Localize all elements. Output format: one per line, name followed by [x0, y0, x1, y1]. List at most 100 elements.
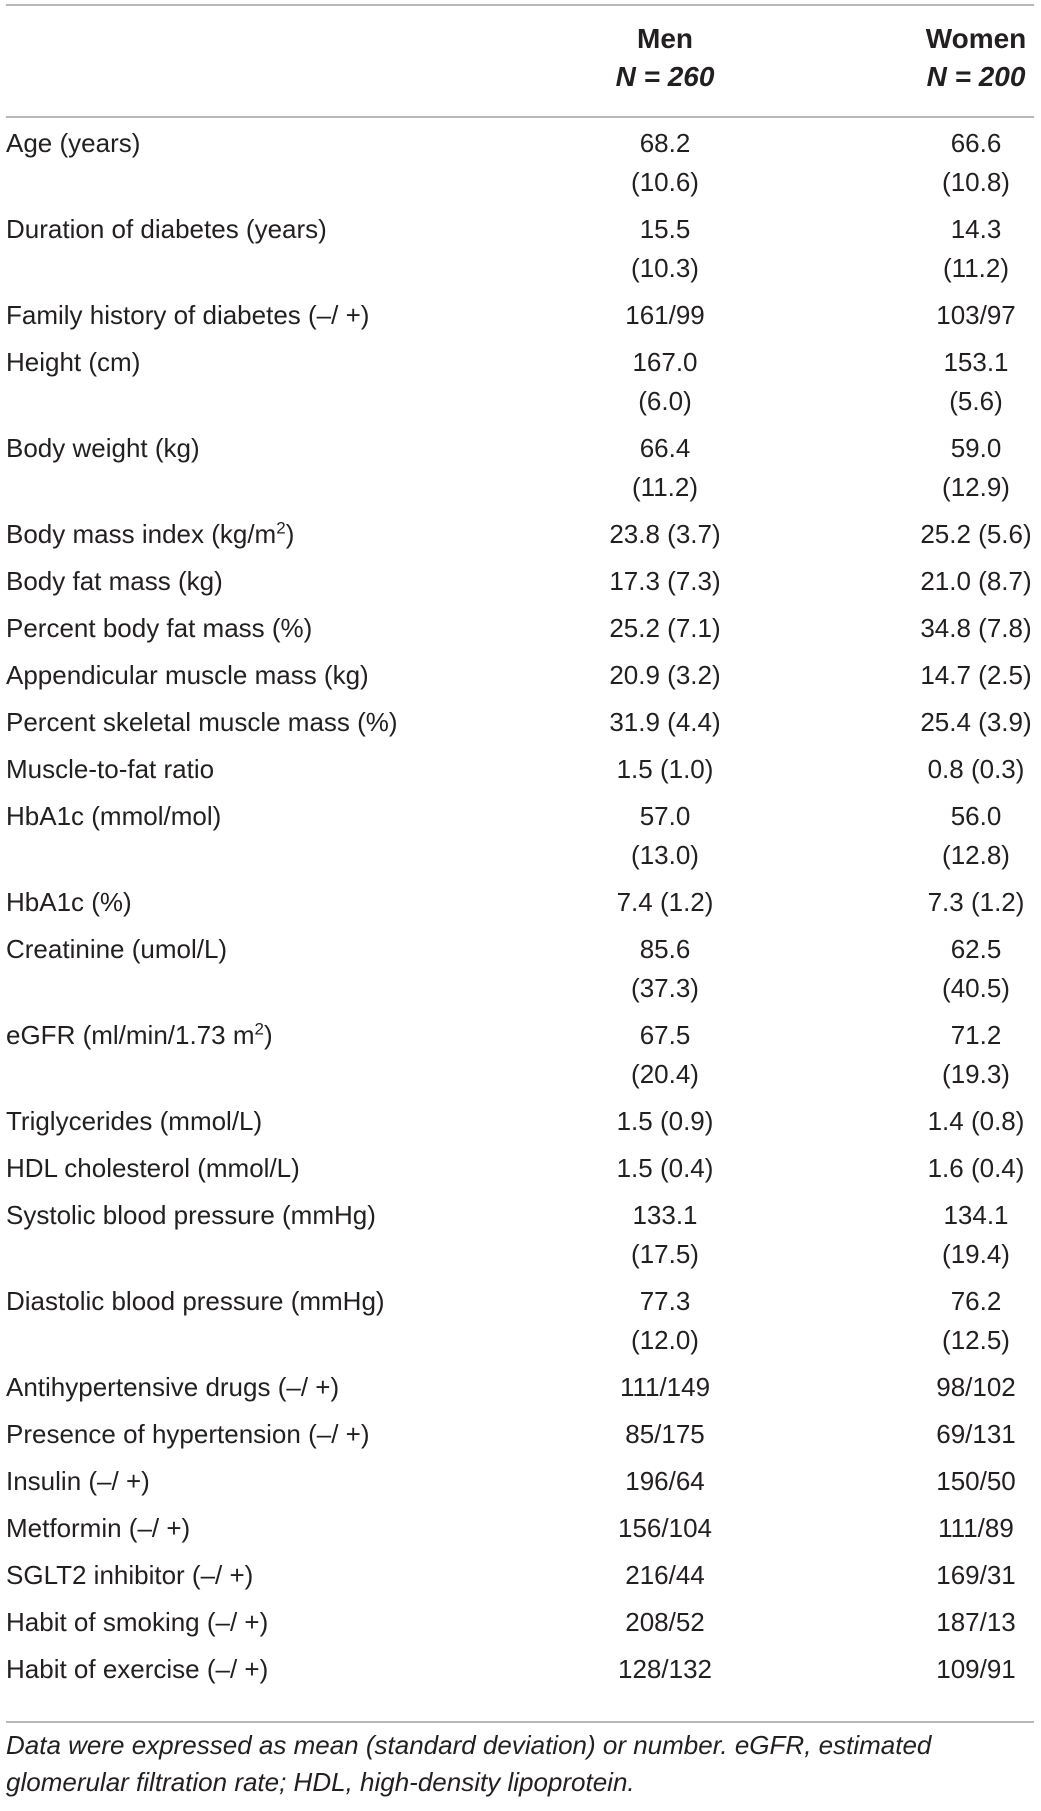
- men-label: Men: [637, 23, 693, 54]
- table-row: Percent body fat mass (%) 25.2 (7.1) 34.8 …: [6, 605, 1034, 652]
- header-rule: [6, 116, 1034, 118]
- women-value: 69/131: [936, 1419, 1016, 1449]
- men-value: 208/52: [625, 1607, 705, 1637]
- men-value: 7.4 (1.2): [616, 887, 714, 917]
- men-value: 156/104: [618, 1513, 712, 1543]
- table-row: Antihypertensive drugs (–/ +) 111/149 98/1…: [6, 1364, 1034, 1411]
- column-header-women: Women N = 200: [866, 20, 1041, 96]
- row-label: Percent body fat mass (%): [6, 609, 312, 648]
- row-label-text: Metformin (–/ +): [6, 1513, 191, 1543]
- table-row: HbA1c (mmol/mol) 57.0 (13.0) 56.0 (12.8): [6, 793, 1034, 879]
- table-footnote: Data were expressed as mean (standard de…: [6, 1730, 932, 1797]
- row-label-text: Duration of diabetes (years): [6, 214, 327, 244]
- table-row: Appendicular muscle mass (kg) 20.9 (3.2) 1…: [6, 652, 1034, 699]
- row-label: Antihypertensive drugs (–/ +): [6, 1368, 339, 1407]
- men-count: N = 260: [615, 61, 715, 92]
- women-value: 109/91: [936, 1654, 1016, 1684]
- row-label-text: Body weight (kg): [6, 433, 200, 463]
- table-row: Body weight (kg) 66.4 (11.2) 59.0 (12.9): [6, 425, 1034, 511]
- row-label: Creatinine (umol/L): [6, 930, 227, 969]
- row-label: SGLT2 inhibitor (–/ +): [6, 1556, 253, 1595]
- table-row: Presence of hypertension (–/ +) 85/175 69/…: [6, 1411, 1034, 1458]
- row-label: Habit of smoking (–/ +): [6, 1603, 268, 1642]
- row-label: Appendicular muscle mass (kg): [6, 656, 369, 695]
- women-value: 1.6 (0.4): [927, 1153, 1025, 1183]
- row-label: Habit of exercise (–/ +): [6, 1650, 268, 1689]
- men-value: 216/44: [625, 1560, 705, 1590]
- row-label-text: eGFR (ml/min/1.73 m: [6, 1020, 255, 1050]
- women-value: 0.8 (0.3): [927, 754, 1025, 784]
- table-row: Duration of diabetes (years) 15.5 (10.3) 1…: [6, 206, 1034, 292]
- men-value: 133.1 (17.5): [631, 1200, 699, 1269]
- table-row: HbA1c (%) 7.4 (1.2) 7.3 (1.2): [6, 879, 1034, 926]
- row-label-text: Triglycerides (mmol/L): [6, 1106, 263, 1136]
- table-row: eGFR (ml/min/1.73 m2) 67.5 (20.4) 71.2 (19…: [6, 1012, 1034, 1098]
- women-value: 153.1 (5.6): [943, 347, 1009, 416]
- row-label-text: Family history of diabetes (–/ +): [6, 300, 370, 330]
- men-value: 25.2 (7.1): [609, 613, 721, 643]
- men-value: 31.9 (4.4): [609, 707, 721, 737]
- row-label: HbA1c (%): [6, 883, 132, 922]
- table-bottom-rule: [6, 1721, 1034, 1723]
- men-value: 128/132: [618, 1654, 712, 1684]
- row-label-text: HbA1c (mmol/mol): [6, 801, 222, 831]
- women-value: 98/102: [936, 1372, 1016, 1402]
- men-value: 66.4 (11.2): [632, 433, 698, 502]
- row-label: Diastolic blood pressure (mmHg): [6, 1282, 385, 1321]
- row-label-text: Creatinine (umol/L): [6, 934, 228, 964]
- row-label-text: Antihypertensive drugs (–/ +): [6, 1372, 340, 1402]
- table-row: Metformin (–/ +) 156/104 111/89: [6, 1505, 1034, 1552]
- row-label: Percent skeletal muscle mass (%): [6, 703, 398, 742]
- men-value: 23.8 (3.7): [609, 519, 721, 549]
- men-value: 196/64: [625, 1466, 705, 1496]
- table-row: SGLT2 inhibitor (–/ +) 216/44 169/31: [6, 1552, 1034, 1599]
- women-value: 34.8 (7.8): [920, 613, 1032, 643]
- women-value: 169/31: [936, 1560, 1016, 1590]
- row-label: Duration of diabetes (years): [6, 210, 327, 249]
- row-label-text: Muscle-to-fat ratio: [6, 754, 215, 784]
- row-label-text: SGLT2 inhibitor (–/ +): [6, 1560, 254, 1590]
- table-row: Family history of diabetes (–/ +) 161/99 1…: [6, 292, 1034, 339]
- women-label: Women: [925, 23, 1027, 54]
- row-label-text: Height (cm): [6, 347, 141, 377]
- row-label: Triglycerides (mmol/L): [6, 1102, 262, 1141]
- row-label: Metformin (–/ +): [6, 1509, 190, 1548]
- row-label: Height (cm): [6, 343, 140, 382]
- row-label-superscript: 2: [276, 518, 286, 538]
- men-value: 20.9 (3.2): [609, 660, 721, 690]
- row-label-superscript: 2: [254, 1019, 264, 1039]
- row-label: HDL cholesterol (mmol/L): [6, 1149, 300, 1188]
- table-top-rule: [6, 4, 1034, 6]
- row-label-text: Body fat mass (kg): [6, 566, 223, 596]
- women-value: 111/89: [938, 1513, 1014, 1543]
- men-value: 167.0 (6.0): [632, 347, 698, 416]
- row-label: Insulin (–/ +): [6, 1462, 150, 1501]
- row-label-text: Appendicular muscle mass (kg): [6, 660, 369, 690]
- table-row: Age (years) 68.2 (10.6) 66.6 (10.8): [6, 120, 1034, 206]
- row-label: Presence of hypertension (–/ +): [6, 1415, 369, 1454]
- women-value: 134.1 (19.4): [942, 1200, 1010, 1269]
- women-value: 150/50: [936, 1466, 1016, 1496]
- women-value: 76.2 (12.5): [942, 1286, 1010, 1355]
- women-value: 14.7 (2.5): [920, 660, 1032, 690]
- women-value: 25.2 (5.6): [920, 519, 1032, 549]
- row-label: Body mass index (kg/m2): [6, 515, 294, 554]
- women-value: 103/97: [936, 300, 1016, 330]
- table-body: Age (years) 68.2 (10.6) 66.6 (10.8) Duratio…: [6, 120, 1034, 1693]
- row-label: Age (years): [6, 124, 140, 163]
- row-label-text: Habit of exercise (–/ +): [6, 1654, 269, 1684]
- row-label-suffix: ): [263, 1020, 273, 1050]
- row-label-text: Insulin (–/ +): [6, 1466, 150, 1496]
- row-label: HbA1c (mmol/mol): [6, 797, 221, 836]
- table-row: Body fat mass (kg) 17.3 (7.3) 21.0 (8.7): [6, 558, 1034, 605]
- men-value: 1.5 (0.9): [616, 1106, 714, 1136]
- row-label-text: Body mass index (kg/m: [6, 519, 277, 549]
- row-label-text: HDL cholesterol (mmol/L): [6, 1153, 300, 1183]
- women-value: 66.6 (10.8): [942, 128, 1010, 197]
- row-label-suffix: ): [285, 519, 295, 549]
- row-label-text: Systolic blood pressure (mmHg): [6, 1200, 376, 1230]
- men-value: 57.0 (13.0): [631, 801, 699, 870]
- row-label-text: HbA1c (%): [6, 887, 132, 917]
- table-row: Systolic blood pressure (mmHg) 133.1 (17.…: [6, 1192, 1034, 1278]
- row-label: Body fat mass (kg): [6, 562, 223, 601]
